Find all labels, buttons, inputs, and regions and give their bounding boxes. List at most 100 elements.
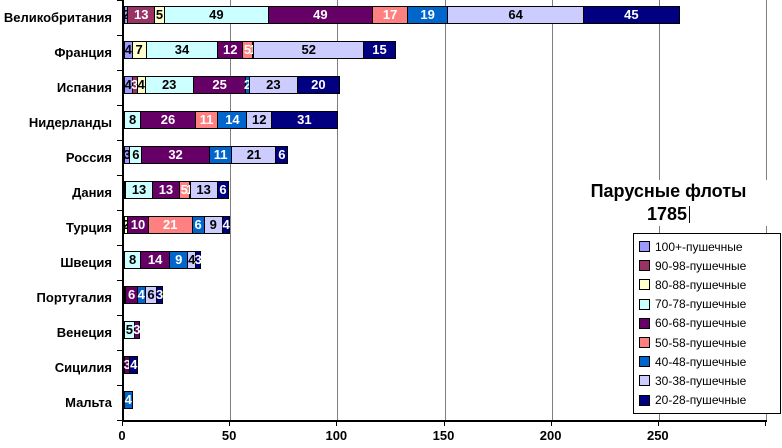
bar-segment-value: 21 [162,217,178,232]
y-axis-tick [117,175,122,176]
bar-segment-30-38-пушечные: 12 [246,110,273,129]
category-label: Россия [65,150,112,165]
legend-label: 60-68-пушечные [655,316,747,331]
gridline [551,0,553,420]
bar-segment-value: 1 [121,182,128,197]
bar-segment-70-78-пушечные: 13 [125,180,153,199]
bar-segment-value: 12 [252,112,267,127]
bar-segment-60-68-пушечные: 26 [140,110,196,129]
bar-segment-30-38-пушечные: 23 [248,75,298,94]
bar-segment-value: 13 [196,182,211,197]
bar-segment-30-38-пушечные: 21 [231,145,277,164]
y-axis-tick [117,350,122,351]
bar-segment-value: 4 [124,77,132,92]
chart-title: Парусные флоты 1785 [566,180,771,226]
bar-segment-value: 64 [508,7,523,22]
bar-row: 4 3 4 23 25 2 23 20 [124,75,340,94]
bar-segment-value: 6 [127,287,136,302]
x-axis-tick [229,422,231,426]
bar-segment-20-28-пушечные: 4 [129,355,138,374]
bar-segment-50-58-пушечные: 17 [371,5,409,24]
bar-segment-value: 20 [311,77,326,92]
bar-segment-60-68-пушечные: 25 [192,75,247,94]
x-axis-label: 250 [646,428,669,443]
category-label: Турция [65,220,112,235]
bar-segment-value: 26 [160,112,176,127]
y-axis-tick [117,280,122,281]
x-axis-label: 0 [118,428,126,443]
category-label: Дания [72,185,112,200]
bar-segment-value: 9 [175,252,183,267]
bar-segment-20-28-пушечные: 3 [156,285,163,304]
bar-segment-70-78-пушечные: 49 [163,5,269,24]
bar-segment-60-68-пушечные: 32 [141,145,210,164]
bar-segment-value: 6 [132,147,140,162]
bar-segment-70-78-пушечные: 8 [124,110,142,129]
bar-segment-30-38-пушечные: 64 [447,5,585,24]
category-label: Сицилия [54,360,112,375]
bar-row: 47 34 12 51 52 15 [124,40,396,59]
legend-item: 90-98-пушечные [639,256,777,275]
chart-title-line1: Парусные флоты [590,181,747,201]
bar-segment-value: 45 [624,7,639,22]
category-label: Нидерланды [28,115,112,130]
bar-segment-value: 6 [219,182,227,197]
category-label: Мальта [65,395,112,410]
bar-segment-20-28-пушечные: 31 [271,110,338,129]
bar-row: 1131351136 [121,180,230,199]
y-axis-tick [117,105,122,106]
y-axis-tick [117,315,122,316]
gridline [230,0,232,420]
legend-label: 80-88-пушечные [655,277,747,292]
plot-area: 2135494917196445473412515215434232522320… [121,0,767,422]
bar-row: 8 26 11 14 12 31 [124,110,338,129]
bar-segment-value: 6 [278,147,286,162]
bar-segment-20-28-пушечные: 45 [583,5,680,24]
bar-segment-70-78-пушечные: 8 [124,250,142,269]
y-axis-tick [117,385,122,386]
x-axis-label: 100 [325,428,348,443]
bar-segment-value: 49 [209,7,224,22]
bar-row: 16463 [121,285,163,304]
bar-segment-90-98-пушечные: 13 [127,5,156,24]
category-label: Франция [54,45,112,60]
legend-item: 100+-пушечные [639,237,777,256]
bar-segment-30-38-пушечные: 13 [189,180,218,199]
category-label: Швеция [60,255,112,270]
legend-swatch [639,241,650,253]
bar-segment-20-28-пушечные: 20 [296,75,340,94]
bar-segment-40-48-пушечные: 14 [217,110,248,129]
bar-segment-value: 9 [209,217,217,232]
legend-swatch [639,298,650,310]
bar-segment-value: 21 [246,147,262,162]
bar-row: 2 10 21 6 9 4 [123,215,231,234]
bar-segment-value: 5 [243,42,252,57]
legend: 100+-пушечные 90-98-пушечные 80-88-пушечны… [633,233,781,414]
bar-segment-value: 8 [128,112,137,127]
bar-segment-20-28-пушечные: 4 [221,215,231,234]
legend-item: 50-58-пушечные [639,333,777,352]
x-axis-tick [443,422,445,426]
x-axis-label: 50 [221,428,237,443]
bar-segment-20-28-пушечные: 3 [195,250,202,269]
bar-segment-value: 13 [133,7,149,22]
legend-item: 20-28-пушечные [639,391,777,410]
bar-segment-value: 3 [133,322,141,337]
chart-title-line2: 1785 [646,204,688,224]
category-label: Испания [56,80,112,95]
x-axis-tick [550,422,552,426]
legend-label: 50-58-пушечные [655,335,747,350]
gridline [337,0,339,420]
legend-item: 40-48-пушечные [639,352,777,371]
bar-segment-value: 5 [125,322,133,337]
gridline [444,0,446,420]
bar-segment-60-68-пушечные: 49 [267,5,373,24]
bar-segment-40-48-пушечные: 19 [407,5,449,24]
bar-segment-80-88-пушечные: 7 [131,40,147,59]
bar-segment-value: 1 [121,287,128,302]
x-axis-tick [657,422,659,426]
legend-swatch [639,375,650,387]
bar-segment-40-48-пушечные: 4 [124,390,133,409]
